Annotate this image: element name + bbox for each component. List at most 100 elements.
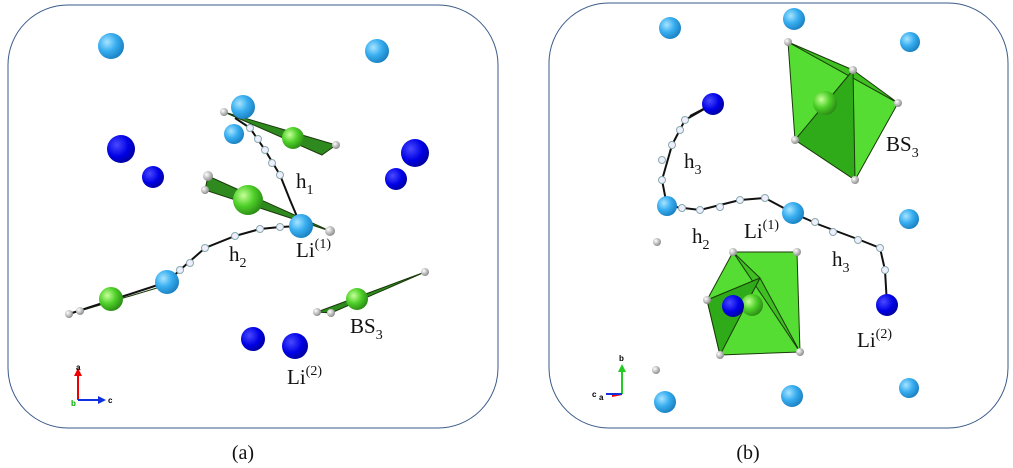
label: Li(2) [287,364,322,389]
sulfur-atom [421,268,429,276]
path-point [855,237,862,244]
lithium-atom [155,270,179,294]
lithium-atom [900,32,920,52]
lithium-atom [781,385,803,407]
axis-label: b [71,399,76,408]
polyhedron [317,272,425,313]
path-point [659,177,666,184]
path-point [255,136,262,143]
lithium-atom [289,214,313,238]
path-point [257,226,264,233]
path-point [877,245,884,252]
path-point [677,127,684,134]
lithium-atom [659,17,681,39]
sulfur-atom [332,141,340,149]
caption: (b) [736,442,759,464]
label: BS3 [350,314,383,343]
lithium-atom [899,209,919,229]
path-point [882,267,889,274]
path-point [262,147,269,154]
label: h2 [692,224,710,253]
panel-frame [8,5,498,428]
lithium-atom-dark [876,294,898,316]
sulfur-atom [653,238,661,246]
axis-label: a [76,363,81,372]
path-point [830,229,837,236]
lithium-atom-dark [282,333,308,359]
axis-indicator: b c a [592,354,626,402]
sulfur-atom [65,310,73,318]
label: Li(2) [857,327,892,352]
sulfur-atom [325,226,335,236]
path-point [247,125,254,132]
sulfur-atom [851,176,859,184]
sulfur-atom [793,248,801,256]
sulfur-atom [652,366,660,374]
path-point [679,205,686,212]
boron-atom [282,127,304,149]
axis-indicator: a b c [71,363,113,408]
sulfur-atom [729,248,737,256]
figure: h1 h2 Li(1) BS3 Li(2) h3 BS3 Li(1) h2 h3… [0,0,1013,468]
boron-atom [233,185,263,215]
path-point [202,245,209,252]
sulfur-atom [203,171,213,181]
sulfur-atom [201,186,209,194]
sulfur-atom [703,296,711,304]
lithium-atom-dark [401,139,429,167]
path-point [762,195,769,202]
lithium-atom [98,33,124,59]
label: h1 [296,169,314,198]
label: h3 [684,149,702,178]
boron-atom [99,287,123,311]
sulfur-atom [220,108,228,116]
lithium-atom [231,95,255,119]
lithium-atom-dark [722,295,744,317]
path-point [659,157,666,164]
path-point [277,172,284,179]
boron-atom [346,288,368,310]
lithium-atom-dark [107,135,135,163]
sulfur-atom [791,136,799,144]
path-point [277,224,284,231]
lithium-atom-dark [385,168,407,190]
caption: (a) [232,442,254,464]
sulfur-atom [76,307,84,315]
axis-label: a [599,393,604,402]
label: Li(1) [296,237,331,262]
boron-atom [813,91,837,115]
sulfur-atom [784,38,792,46]
axis-label: c [108,396,113,405]
sulfur-atom [313,308,321,316]
label: Li(1) [744,218,779,243]
label: h3 [832,247,850,276]
boron-atom [741,294,763,316]
panel-frame [549,3,1008,428]
path-point [232,233,239,240]
sulfur-atom [796,348,804,356]
path-point [717,204,724,211]
lithium-atom [654,391,676,413]
lithium-atom [783,8,805,30]
sulfur-atom [716,351,724,359]
axis-label: b [619,354,624,363]
label: BS3 [886,132,919,161]
path-point [669,142,676,149]
lithium-atom [365,39,389,63]
axis-label: c [592,390,597,399]
path-point [737,197,744,204]
lithium-atom-dark [241,327,265,351]
path-point [187,260,194,267]
lithium-atom-dark [142,166,164,188]
path-point [269,160,276,167]
sulfur-atom [327,309,335,317]
lithium-atom [657,196,677,216]
path-point [697,207,704,214]
sulfur-atom [894,99,902,107]
label: h2 [229,242,247,271]
lithium-atom [899,378,919,398]
lithium-atom-dark [702,93,724,115]
lithium-atom [782,202,804,224]
path-point [682,117,689,124]
path-point [177,267,184,274]
